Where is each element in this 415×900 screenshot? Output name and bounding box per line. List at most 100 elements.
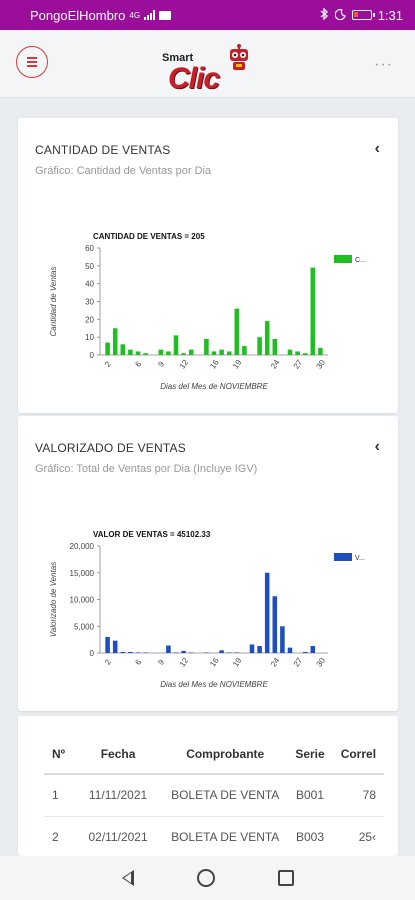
bar xyxy=(112,640,118,653)
bar xyxy=(143,353,148,355)
bar xyxy=(219,349,224,355)
y-tick-label: 0 xyxy=(90,351,95,360)
more-icon[interactable]: ··· xyxy=(374,56,393,73)
card-subtitle: Gráfico: Total de Ventas por Dia (Incluy… xyxy=(35,463,258,475)
hamburger-icon[interactable] xyxy=(16,46,48,78)
cell-voucher: BOLETA DE VENTA xyxy=(163,774,288,817)
bar xyxy=(280,626,285,653)
bar xyxy=(257,646,262,653)
home-icon[interactable] xyxy=(196,869,215,887)
bar xyxy=(143,652,148,653)
y-axis-label: Valorizado de Ventas xyxy=(49,562,58,637)
cell-series: B003 xyxy=(287,816,333,856)
bar xyxy=(272,338,278,355)
y-tick-label: 5,000 xyxy=(74,622,95,631)
sales-value-chart: VALOR DE VENTAS = 45102.33 0 5,000 10,000 15… xyxy=(49,530,365,689)
bar xyxy=(105,342,110,355)
bar xyxy=(310,267,316,355)
cell-number: 1 xyxy=(44,774,74,817)
col-header-correl: Correl xyxy=(332,734,385,775)
bar xyxy=(295,351,300,355)
app-bar: Smart Clic ··· xyxy=(0,30,415,98)
legend-label: C... xyxy=(355,257,366,264)
y-tick-label: 60 xyxy=(85,244,94,253)
col-header-number: Nº xyxy=(44,734,74,775)
col-header-date: Fecha xyxy=(73,734,164,775)
y-axis-label: Cantidad de Ventas xyxy=(49,267,58,337)
carrier-group: PongoElHombro 4G xyxy=(30,8,320,23)
bar xyxy=(173,652,179,653)
x-tick-label: 2 xyxy=(103,657,113,666)
legend-swatch xyxy=(334,553,352,561)
table-row[interactable]: 2 02/11/2021 BOLETA DE VENTA B003 25‹ xyxy=(44,816,385,856)
chart-title: VALOR DE VENTAS = 45102.33 xyxy=(93,530,211,539)
bar xyxy=(120,344,126,355)
bar xyxy=(242,346,247,355)
legend-label: V... xyxy=(355,555,365,562)
collapse-chevron-icon[interactable]: ‹ xyxy=(374,438,380,455)
bar xyxy=(128,651,133,653)
x-tick-label: 24 xyxy=(269,358,282,371)
x-tick-label: 30 xyxy=(315,358,328,371)
back-icon[interactable] xyxy=(121,870,134,886)
bar xyxy=(211,351,217,355)
bar xyxy=(135,652,141,653)
bar xyxy=(204,652,209,653)
bar xyxy=(219,650,224,653)
status-right: 1:31 xyxy=(320,6,403,23)
x-tick-label: 12 xyxy=(178,656,191,669)
x-tick-label: 6 xyxy=(133,657,143,666)
cell-correl: 25‹ xyxy=(332,816,385,856)
sales-table: Nº Fecha Comprobante Serie Correl 1 11/1… xyxy=(44,734,385,856)
x-tick-label: 30 xyxy=(315,656,328,669)
system-nav-bar xyxy=(0,856,415,900)
bar xyxy=(310,646,316,653)
bar xyxy=(318,347,323,355)
bar xyxy=(173,335,179,355)
mail-icon xyxy=(159,10,172,20)
clock: 1:31 xyxy=(377,7,403,23)
x-tick-label: 16 xyxy=(208,656,221,669)
cell-number: 2 xyxy=(44,816,74,856)
bar xyxy=(204,338,209,355)
app-logo: Smart Clic xyxy=(160,42,260,95)
logo-smart-text: Smart xyxy=(162,52,194,64)
bar xyxy=(264,572,270,653)
bar xyxy=(105,636,110,653)
y-tick-label: 40 xyxy=(85,280,94,289)
table-row[interactable]: 1 11/11/2021 BOLETA DE VENTA B001 78 xyxy=(44,774,385,817)
cell-date: 02/11/2021 xyxy=(73,816,164,856)
y-tick-label: 20,000 xyxy=(70,542,95,551)
collapse-chevron-icon[interactable]: ‹ xyxy=(374,140,380,157)
chart-title: CANTIDAD DE VENTAS = 205 xyxy=(93,232,205,241)
x-tick-label: 9 xyxy=(156,359,166,368)
bar xyxy=(166,645,171,653)
cell-series: B001 xyxy=(287,774,333,817)
x-tick-label: 19 xyxy=(231,656,244,669)
bar xyxy=(226,351,232,355)
bar xyxy=(287,647,293,653)
robot-icon xyxy=(230,44,248,70)
bar xyxy=(120,651,126,653)
sales-count-chart: CANTIDAD DE VENTAS = 205 0 10 20 30 40 50 60 2 6 9… xyxy=(49,232,366,391)
card-subtitle: Gráfico: Cantidad de Ventas por Dia xyxy=(35,165,212,177)
bar xyxy=(226,652,232,653)
col-header-series: Serie xyxy=(287,734,333,775)
x-tick-label: 6 xyxy=(133,359,143,368)
sales-count-card: CANTIDAD DE VENTAS Gráfico: Cantidad de … xyxy=(18,118,398,413)
col-header-voucher: Comprobante xyxy=(163,734,288,775)
x-tick-label: 2 xyxy=(103,359,113,368)
x-tick-label: 16 xyxy=(208,358,221,371)
bar xyxy=(257,337,262,355)
x-tick-label: 24 xyxy=(269,656,282,669)
status-bar: PongoElHombro 4G 1:31 xyxy=(0,0,415,30)
table-header-row: Nº Fecha Comprobante Serie Correl xyxy=(44,734,385,775)
y-tick-label: 0 xyxy=(90,649,95,658)
recent-apps-icon[interactable] xyxy=(277,870,294,886)
battery-icon xyxy=(351,10,375,20)
moon-icon xyxy=(334,8,346,23)
y-tick-label: 50 xyxy=(85,262,94,271)
cell-correl: 78 xyxy=(332,774,385,817)
x-tick-label: 12 xyxy=(178,358,191,371)
bar xyxy=(135,351,141,355)
